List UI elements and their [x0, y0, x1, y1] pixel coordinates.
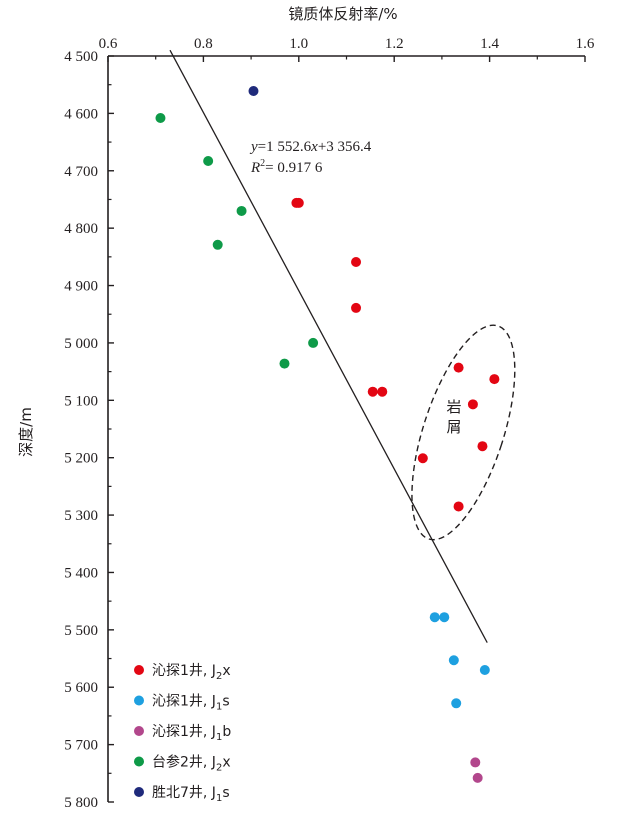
equation-body: =1 552.6 [258, 139, 312, 155]
legend: 沁探1井, J2x 沁探1井, J1s 沁探1井, J1b 台参2井, J2x 胜北7井… [134, 663, 231, 804]
y-tick-label: 5 200 [64, 451, 98, 467]
data-point-series-1 [377, 386, 388, 397]
cuttings-label-line1: 岩 [446, 398, 461, 416]
cuttings-ellipse [411, 324, 516, 541]
y-tick-label: 5 300 [64, 508, 98, 524]
x-tick-label: 0.8 [194, 36, 213, 52]
x-tick-label: 1.4 [480, 36, 499, 52]
data-point-series-3 [470, 757, 481, 768]
data-point-series-1 [453, 501, 464, 512]
data-point-series-4 [279, 358, 290, 369]
data-point-series-2 [448, 655, 459, 666]
data-point-series-1 [351, 302, 362, 313]
y-tick-label: 4 500 [64, 49, 98, 65]
equation-prefix: y [249, 139, 258, 155]
x-tick-label: 0.6 [99, 36, 118, 52]
data-point-series-2 [451, 698, 462, 709]
x-tick-label: 1.0 [289, 36, 308, 52]
equation-var: x [310, 139, 318, 155]
x-tick-label: 1.6 [576, 36, 595, 52]
legend-label: 胜北7井, J1s [152, 785, 230, 804]
data-point-series-3 [472, 772, 483, 783]
legend-marker [134, 695, 144, 706]
data-point-series-1 [453, 362, 464, 373]
r2-superscript: 2 [260, 158, 265, 169]
legend-marker [134, 726, 144, 736]
y-tick-label: 5 000 [64, 336, 98, 352]
legend-label: 台参2井, J2x [152, 754, 231, 774]
r2-symbol: R [250, 160, 260, 176]
y-tick-label: 5 800 [64, 795, 98, 811]
y-axis-title: 深度/m [17, 407, 35, 457]
x-ticks: 0.6 0.8 1.0 1.2 1.4 1.6 [99, 36, 595, 62]
y-tick-label: 4 900 [64, 279, 98, 295]
y-tick-label: 4 700 [64, 164, 98, 180]
legend-marker [134, 756, 144, 767]
data-point-series-1 [467, 399, 478, 410]
y-tick-label: 5 600 [64, 680, 98, 696]
cuttings-label-line2: 屑 [446, 418, 461, 436]
data-point-series-4 [212, 239, 223, 250]
data-points [155, 86, 500, 783]
x-tick-label: 1.2 [385, 36, 404, 52]
y-ticks: 4 500 4 600 4 700 4 800 4 900 5 000 5 100 5 200… [64, 49, 114, 811]
r2-value: = 0.917 6 [265, 160, 323, 176]
data-point-series-1 [351, 257, 362, 268]
legend-label: 沁探1井, J1s [152, 694, 230, 713]
y-tick-label: 4 800 [64, 221, 98, 237]
data-point-series-1 [489, 374, 500, 385]
data-point-series-2 [439, 612, 450, 623]
data-point-series-5 [248, 86, 259, 97]
y-tick-label: 5 100 [64, 393, 98, 409]
data-point-series-1 [417, 453, 428, 464]
data-point-series-4 [203, 156, 214, 167]
equation-rest: +3 356.4 [318, 139, 372, 155]
legend-label: 沁探1井, J2x [152, 663, 231, 682]
data-point-series-4 [236, 205, 247, 216]
y-tick-label: 5 700 [64, 738, 98, 754]
data-point-series-2 [479, 665, 490, 676]
data-point-series-1 [367, 386, 378, 397]
trendline-equation: y=1 552.6x+3 356.4 [249, 139, 372, 155]
y-tick-label: 4 600 [64, 106, 98, 122]
data-point-series-4 [155, 112, 166, 123]
legend-marker [134, 787, 144, 797]
legend-label: 沁探1井, J1b [152, 724, 231, 743]
y-tick-label: 5 500 [64, 623, 98, 639]
trendline [169, 49, 488, 643]
y-tick-label: 5 400 [64, 565, 98, 581]
r-squared-label: R2= 0.917 6 [250, 158, 323, 176]
x-axis-title: 镜质体反射率/% [288, 5, 397, 23]
legend-marker [134, 665, 144, 675]
data-point-series-2 [429, 612, 440, 623]
data-point-series-1 [477, 441, 488, 452]
data-point-series-4 [308, 337, 319, 348]
data-point-series-1 [293, 197, 304, 208]
